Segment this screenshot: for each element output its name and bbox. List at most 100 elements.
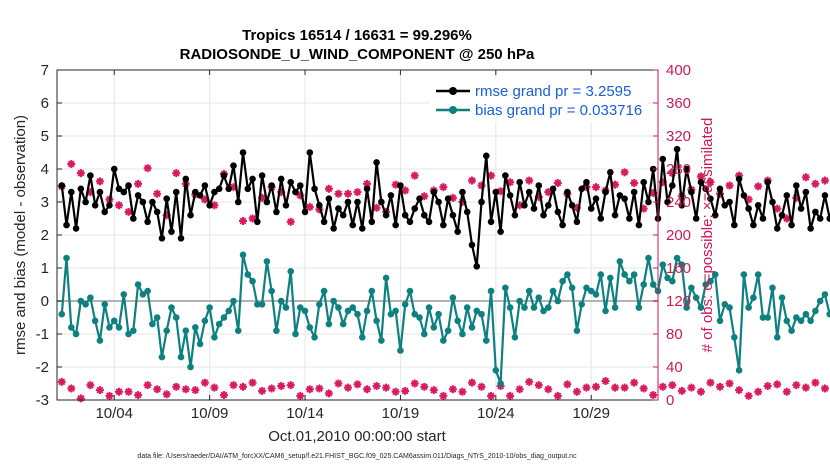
obs-count-point bbox=[343, 189, 352, 198]
rmse-point bbox=[425, 218, 433, 226]
rmse-point bbox=[430, 188, 438, 196]
rmse-point bbox=[664, 198, 671, 206]
rmse-point bbox=[683, 165, 690, 173]
bias-point bbox=[821, 291, 829, 298]
bias-point bbox=[444, 327, 452, 335]
obs-count-point bbox=[744, 391, 753, 400]
rmse-point bbox=[678, 202, 686, 209]
bias-point bbox=[411, 310, 419, 318]
bias-point bbox=[110, 317, 118, 325]
rmse-point bbox=[277, 175, 285, 183]
obs-count-point bbox=[687, 383, 696, 392]
rmse-point bbox=[130, 215, 137, 222]
bias-point bbox=[692, 294, 700, 302]
obs-count-point bbox=[229, 381, 238, 390]
rmse-point bbox=[702, 185, 709, 193]
obs-count-point bbox=[773, 380, 782, 389]
bias-point bbox=[554, 297, 562, 305]
rmse-point bbox=[807, 225, 814, 232]
obs-count-point bbox=[239, 216, 248, 225]
bias-point bbox=[788, 327, 795, 335]
obs-count-point bbox=[611, 383, 620, 392]
bias-point bbox=[716, 317, 724, 325]
y-axis-label-right: # of obs: o=possible; ×=assimilated bbox=[699, 118, 716, 353]
bias-point bbox=[363, 307, 371, 315]
obs-count-point bbox=[544, 385, 553, 394]
bias-point bbox=[268, 287, 275, 295]
bias-point bbox=[602, 307, 609, 315]
bias-point bbox=[368, 287, 376, 295]
bias-point bbox=[769, 284, 776, 292]
y-right-tick-label: 400 bbox=[666, 62, 691, 79]
rmse-point bbox=[96, 188, 104, 196]
rmse-point bbox=[468, 241, 476, 249]
obs-count-point bbox=[324, 389, 333, 398]
bias-point bbox=[626, 277, 633, 285]
bias-point bbox=[511, 334, 519, 341]
bias-point bbox=[482, 337, 490, 344]
rmse-point bbox=[134, 192, 142, 199]
bias-point bbox=[611, 304, 619, 311]
y-tick-label: 3 bbox=[41, 194, 49, 211]
legend-rmse-label: rmse grand pr = 3.2595 bbox=[475, 83, 631, 100]
obs-count-point bbox=[143, 164, 152, 173]
bias-point bbox=[220, 314, 228, 321]
bias-point bbox=[77, 297, 85, 305]
obs-count-point bbox=[439, 391, 448, 400]
bias-point bbox=[702, 281, 709, 288]
obs-count-point bbox=[401, 386, 410, 395]
obs-count-point bbox=[515, 385, 524, 394]
rmse-point bbox=[325, 195, 333, 202]
obs-count-point bbox=[725, 379, 734, 388]
rmse-point bbox=[296, 182, 304, 189]
bias-point bbox=[258, 301, 266, 308]
obs-count-point bbox=[639, 384, 648, 393]
bias-point bbox=[192, 324, 199, 331]
bias-point bbox=[635, 304, 643, 311]
rmse-point bbox=[378, 198, 385, 206]
rmse-point bbox=[115, 185, 123, 193]
bias-point bbox=[416, 314, 423, 321]
y-right-tick-label: 80 bbox=[666, 326, 683, 343]
rmse-point bbox=[602, 188, 609, 196]
rmse-point bbox=[196, 192, 204, 199]
obs-count-point bbox=[620, 383, 629, 392]
rmse-point bbox=[459, 188, 466, 196]
rmse-point bbox=[592, 195, 600, 202]
obs-count-point bbox=[620, 168, 629, 177]
obs-count-point bbox=[534, 381, 543, 390]
bias-point bbox=[215, 320, 223, 328]
bias-point bbox=[516, 297, 523, 305]
obs-count-point bbox=[324, 184, 333, 193]
obs-count-point bbox=[763, 381, 772, 390]
bias-point bbox=[296, 304, 304, 311]
rmse-point bbox=[158, 235, 166, 242]
rmse-point bbox=[239, 149, 247, 156]
bias-point bbox=[678, 261, 686, 269]
rmse-point bbox=[301, 208, 309, 216]
bias-point bbox=[320, 287, 328, 295]
bias-point bbox=[263, 258, 271, 265]
rmse-point bbox=[463, 208, 471, 216]
bias-point bbox=[325, 320, 333, 328]
bias-point bbox=[206, 304, 213, 311]
rmse-point bbox=[645, 198, 652, 206]
bias-point bbox=[163, 327, 171, 335]
rmse-point bbox=[559, 221, 566, 229]
bias-point bbox=[120, 291, 128, 298]
rmse-point bbox=[454, 228, 461, 235]
bias-point bbox=[201, 317, 209, 325]
rmse-point bbox=[750, 221, 757, 229]
bias-point bbox=[287, 268, 295, 275]
bias-point bbox=[358, 334, 366, 341]
obs-count-point bbox=[124, 207, 133, 216]
bias-point bbox=[373, 317, 380, 325]
rmse-point bbox=[607, 169, 614, 176]
bias-point bbox=[96, 337, 104, 344]
obs-count-point bbox=[553, 391, 562, 400]
obs-count-point bbox=[649, 391, 658, 400]
bias-point bbox=[134, 281, 142, 288]
rmse-point bbox=[797, 205, 805, 212]
obs-count-point bbox=[200, 378, 209, 387]
bias-point bbox=[573, 327, 581, 335]
